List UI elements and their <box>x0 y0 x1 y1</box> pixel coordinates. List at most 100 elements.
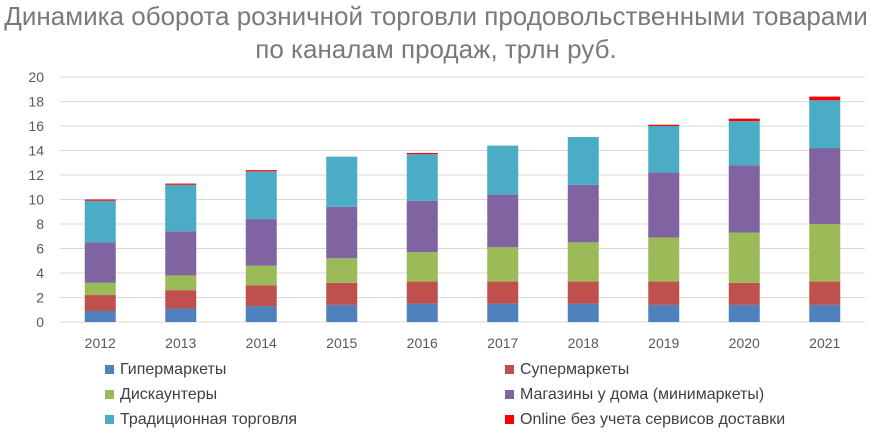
bar-segment <box>809 148 841 224</box>
y-tick-label: 8 <box>36 216 44 232</box>
y-tick-label: 18 <box>28 94 44 110</box>
bar-segment <box>326 282 358 305</box>
bar-segment <box>406 303 438 322</box>
x-tick-label: 2016 <box>407 335 438 351</box>
legend-swatch <box>505 390 514 399</box>
y-tick-label: 10 <box>28 192 44 208</box>
bar-segment <box>809 96 841 101</box>
bar-segment <box>245 265 277 286</box>
y-tick-label: 14 <box>28 143 44 159</box>
y-tick-label: 4 <box>36 265 44 281</box>
y-tick-label: 12 <box>28 167 44 183</box>
legend-swatch <box>105 365 114 374</box>
legend-swatch <box>105 390 114 399</box>
bar-segment <box>809 100 841 149</box>
legend-label: Магазины у дома (минимаркеты) <box>520 386 764 403</box>
x-tick-label: 2015 <box>326 335 357 351</box>
bar-segment <box>84 295 116 311</box>
x-tick-label: 2012 <box>85 335 116 351</box>
bar-stack-2012 <box>84 199 116 322</box>
bar-segment <box>648 281 680 305</box>
legend-item: Традиционная торговля <box>105 411 297 428</box>
bar-segment <box>406 154 438 201</box>
bar-segment <box>728 118 760 122</box>
y-tick-label: 2 <box>36 290 44 306</box>
bar-segment <box>326 156 358 207</box>
bar-segment <box>809 281 841 305</box>
bar-stack-2017 <box>487 145 519 322</box>
x-tick-label: 2017 <box>487 335 518 351</box>
chart-title-line-2: по каналам продаж, трлн руб. <box>255 34 616 64</box>
bars <box>84 96 841 322</box>
bar-stack-2019 <box>648 124 680 322</box>
bar-stack-2016 <box>406 152 438 322</box>
bar-segment <box>245 170 277 172</box>
bar-segment <box>406 281 438 304</box>
bar-segment <box>567 281 599 304</box>
bar-segment <box>487 194 519 248</box>
x-tick-label: 2018 <box>568 335 599 351</box>
bar-stack-2014 <box>245 170 277 322</box>
bar-segment <box>165 275 197 291</box>
legend-item: Магазины у дома (минимаркеты) <box>505 386 764 403</box>
legend-label: Online без учета сервисов доставки <box>520 411 785 428</box>
bar-segment <box>84 242 116 283</box>
bar-segment <box>84 200 116 243</box>
bar-segment <box>648 237 680 282</box>
x-tick-label: 2021 <box>809 335 840 351</box>
x-tick-label: 2020 <box>729 335 760 351</box>
bar-segment <box>165 231 197 276</box>
x-tick-label: 2013 <box>165 335 196 351</box>
bar-segment <box>84 310 116 322</box>
bar-segment <box>487 247 519 282</box>
legend-label: Гипермаркеты <box>120 361 226 378</box>
bar-stack-2021 <box>809 96 841 322</box>
bar-segment <box>567 184 599 243</box>
bar-segment <box>165 290 197 309</box>
legend-item: Дискаунтеры <box>105 386 217 403</box>
legend-swatch <box>505 365 514 374</box>
bar-segment <box>648 172 680 238</box>
bar-stack-2013 <box>165 183 197 322</box>
bar-segment <box>406 152 438 155</box>
bar-segment <box>165 184 197 232</box>
bar-segment <box>84 282 116 296</box>
bar-segment <box>728 232 760 283</box>
bar-segment <box>648 126 680 173</box>
bar-segment <box>487 303 519 322</box>
bar-segment <box>245 306 277 322</box>
bar-segment <box>326 304 358 322</box>
y-tick-label: 0 <box>36 314 44 330</box>
bar-segment <box>728 282 760 305</box>
bar-segment <box>406 200 438 253</box>
bar-segment <box>809 224 841 282</box>
x-tick-label: 2014 <box>246 335 277 351</box>
y-axis: 0 2 4 6 8 10 12 14 16 18 20 <box>28 69 44 330</box>
legend-swatch <box>505 415 514 424</box>
bar-stack-2015 <box>326 156 358 322</box>
legend: Гипермаркеты Супермаркеты Дискаунтеры Магаз… <box>105 361 785 428</box>
bar-segment <box>728 304 760 322</box>
x-tick-label: 2019 <box>648 335 679 351</box>
bar-segment <box>487 281 519 304</box>
legend-item: Супермаркеты <box>505 361 629 378</box>
bar-segment <box>245 219 277 266</box>
bar-segment <box>809 304 841 322</box>
bar-segment <box>165 308 197 322</box>
bar-segment <box>648 304 680 322</box>
bar-segment <box>84 199 116 201</box>
legend-label: Дискаунтеры <box>120 386 217 403</box>
bar-segment <box>648 124 680 126</box>
legend-swatch <box>105 415 114 424</box>
bar-segment <box>326 206 358 259</box>
legend-label: Супермаркеты <box>520 361 629 378</box>
legend-label: Традиционная торговля <box>120 411 297 428</box>
bar-segment <box>406 252 438 282</box>
bar-stack-2020 <box>728 118 760 322</box>
legend-item: Online без учета сервисов доставки <box>505 411 785 428</box>
y-tick-label: 20 <box>28 69 44 85</box>
bar-segment <box>728 121 760 166</box>
bar-segment <box>567 303 599 322</box>
chart-title-line-1: Динамика оборота розничной торговли прод… <box>4 1 868 31</box>
